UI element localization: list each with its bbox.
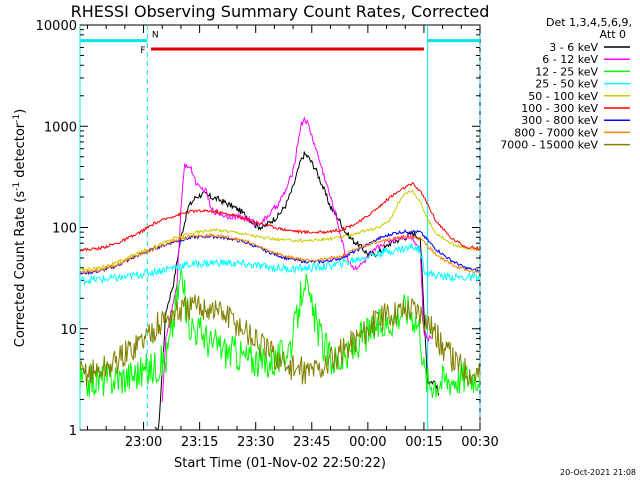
y-tick-label: 10000 <box>36 19 77 34</box>
x-tick-label: 00:15 <box>405 435 442 450</box>
y-axis-label: Corrected Count Rate (s-1 detector-1) <box>12 109 28 347</box>
x-tick-label: 23:00 <box>125 435 162 450</box>
x-axis-label: Start Time (01-Nov-02 22:50:22) <box>174 456 386 471</box>
y-axis-label-sup2: -1 <box>12 114 22 123</box>
legend-entry-label: 25 - 50 keV <box>535 78 598 91</box>
chart-title: RHESSI Observing Summary Count Rates, Co… <box>71 2 490 21</box>
legend-entry-label: 50 - 100 keV <box>528 90 598 103</box>
y-tick-label: 10 <box>60 323 77 338</box>
series-line <box>79 189 481 273</box>
series-line <box>161 116 432 402</box>
x-tick-label: 00:30 <box>461 435 498 450</box>
series-line <box>79 269 481 399</box>
y-axis-label-sup1: -1 <box>12 182 22 191</box>
x-tick-label: 23:45 <box>293 435 330 450</box>
y-axis-label-tail: detector <box>13 122 28 182</box>
legend-entry-label: 6 - 12 keV <box>542 53 598 66</box>
y-tick-label: 1000 <box>44 120 77 135</box>
y-tick-label: 1 <box>69 424 77 439</box>
y-tick-label: 100 <box>52 222 77 237</box>
series-line <box>79 181 481 252</box>
legend-header-attenuator: Att 0 <box>600 28 626 41</box>
legend-entry-label: 300 - 800 keV <box>521 114 598 127</box>
x-tick-label: 23:30 <box>237 435 274 450</box>
legend-entry-label: 800 - 7000 keV <box>514 126 598 139</box>
legend-entry-label: 12 - 25 keV <box>535 65 598 78</box>
series-line <box>79 243 481 287</box>
y-axis-label-close: ) <box>13 109 28 114</box>
y-axis-label-main: Corrected Count Rate (s <box>13 191 28 348</box>
legend-header-detectors: Det 1,3,4,5,6,9, <box>546 16 632 29</box>
x-tick-label: 23:15 <box>181 435 218 450</box>
x-tick-label: 00:00 <box>349 435 386 450</box>
series-line <box>79 294 481 387</box>
plot-area: 10000 1000 100 10 1 23:00 23:15 23:30 23:45 00:00… <box>36 19 499 450</box>
timestamp: 20-Oct-2021 21:08 <box>560 468 636 477</box>
legend-entry-label: 7000 - 15000 keV <box>500 139 598 152</box>
legend-entry-label: 100 - 300 keV <box>521 102 598 115</box>
series-line <box>79 232 481 274</box>
flag-label-N: N <box>152 31 159 41</box>
series-line <box>154 151 440 431</box>
flag-label-F: F <box>140 46 145 56</box>
legend-entry-label: 3 - 6 keV <box>549 41 598 54</box>
